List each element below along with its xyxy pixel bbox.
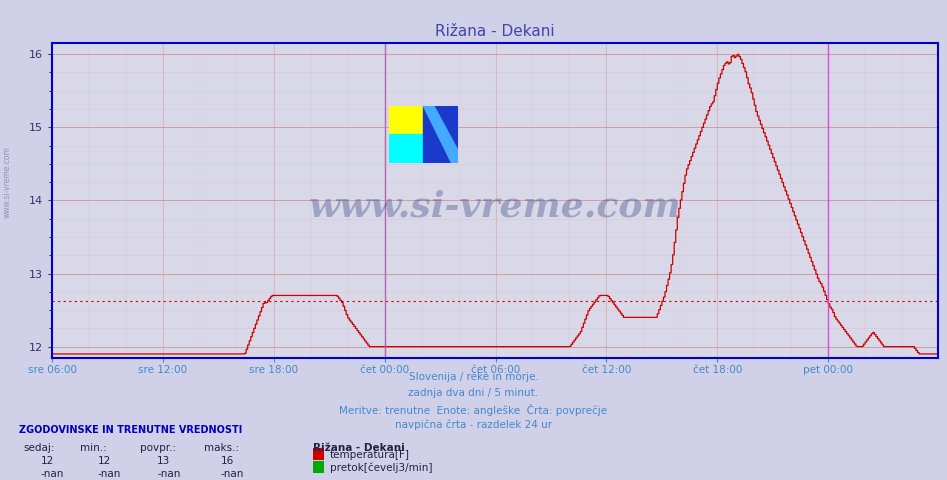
Text: pretok[čevelj3/min]: pretok[čevelj3/min] — [330, 462, 432, 473]
Text: -nan: -nan — [98, 469, 121, 479]
Polygon shape — [423, 106, 458, 163]
Text: 12: 12 — [41, 456, 54, 466]
Polygon shape — [423, 106, 458, 163]
Text: temperatura[F]: temperatura[F] — [330, 450, 409, 459]
Text: www.si-vreme.com: www.si-vreme.com — [3, 146, 12, 218]
Text: 12: 12 — [98, 456, 111, 466]
Text: zadnja dva dni / 5 minut.: zadnja dva dni / 5 minut. — [408, 388, 539, 398]
Text: Slovenija / reke in morje.: Slovenija / reke in morje. — [408, 372, 539, 382]
Bar — [388, 134, 423, 163]
Bar — [388, 106, 423, 134]
Text: ZGODOVINSKE IN TRENUTNE VREDNOSTI: ZGODOVINSKE IN TRENUTNE VREDNOSTI — [19, 425, 242, 435]
Text: -nan: -nan — [221, 469, 244, 479]
Title: Rižana - Dekani: Rižana - Dekani — [435, 24, 555, 39]
Text: Meritve: trenutne  Enote: angleške  Črta: povprečje: Meritve: trenutne Enote: angleške Črta: … — [339, 404, 608, 416]
Text: sedaj:: sedaj: — [24, 443, 55, 453]
Text: -nan: -nan — [157, 469, 181, 479]
Text: 16: 16 — [221, 456, 234, 466]
Text: min.:: min.: — [80, 443, 107, 453]
Text: povpr.:: povpr.: — [140, 443, 176, 453]
Text: -nan: -nan — [41, 469, 64, 479]
Text: maks.:: maks.: — [204, 443, 239, 453]
Text: Rižana - Dekani: Rižana - Dekani — [313, 443, 404, 453]
Text: 13: 13 — [157, 456, 170, 466]
Text: navpična črta - razdelek 24 ur: navpična črta - razdelek 24 ur — [395, 420, 552, 430]
Text: www.si-vreme.com: www.si-vreme.com — [309, 190, 681, 224]
